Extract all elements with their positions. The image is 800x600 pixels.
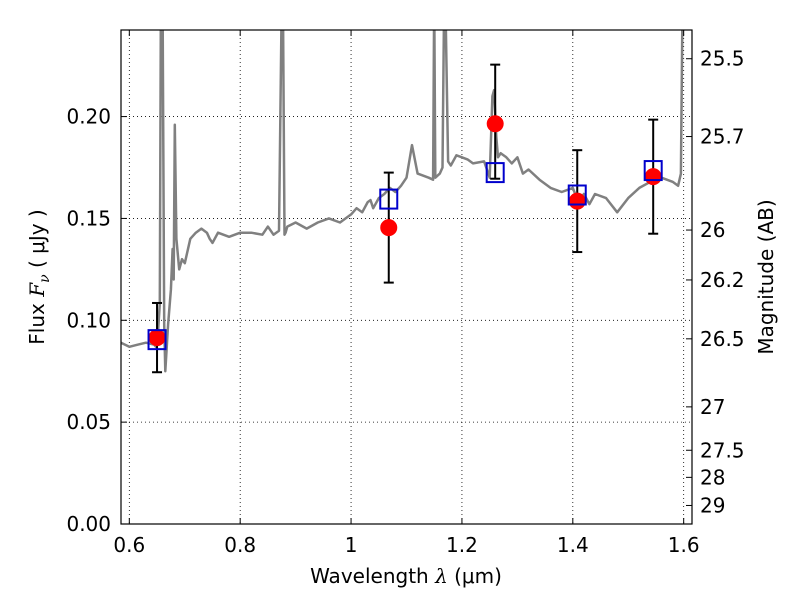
y2-tick-label: 27.5 [700, 438, 745, 462]
y-tick-label: 0.20 [66, 105, 111, 129]
y2-tick-label: 26.5 [700, 327, 745, 351]
plot-frame [120, 29, 693, 525]
model-square [379, 188, 399, 210]
x-tick-label: 0.6 [113, 533, 145, 557]
x-tick-label: 1.2 [446, 533, 478, 557]
y2-tick-label: 26 [700, 218, 725, 242]
model-square [567, 184, 587, 206]
y2-tick-label: 27 [700, 395, 725, 419]
data-point [486, 115, 504, 133]
y2-tick-label: 25.5 [700, 47, 745, 71]
tick-labels: 0.6 0.8 1 1.2 1.4 1.6 0.00 0.05 0.10 0.15 0.20 25.5… [66, 47, 744, 557]
data-point [380, 219, 398, 237]
model-square [643, 160, 663, 182]
y2-tick-label: 28 [700, 465, 725, 489]
x-tick-label: 1.6 [668, 533, 700, 557]
model-square [147, 329, 167, 351]
data-point [644, 168, 662, 186]
y2-tick-label: 29 [700, 493, 725, 517]
ticks [121, 30, 692, 525]
y2-tick-label: 25.7 [700, 125, 745, 149]
x-tick-label: 1.4 [557, 533, 589, 557]
data-point [568, 192, 586, 210]
x-axis-label: Wavelength λ (μm) [310, 564, 502, 588]
plot-background [121, 30, 692, 524]
data-point [148, 329, 166, 347]
y2-tick-label: 26.2 [700, 268, 745, 292]
x-tick-label: 1 [345, 533, 358, 557]
model-square [485, 162, 505, 184]
y-axis-label: Flux Fν ( μJy ) [25, 209, 53, 344]
y-tick-label: 0.15 [66, 206, 111, 230]
y-tick-label: 0.00 [66, 512, 111, 536]
y-tick-label: 0.10 [66, 308, 111, 332]
spectrum-line [121, 30, 684, 373]
spectrum-layer [121, 30, 684, 373]
y2-axis-label: Magnitude (AB) [754, 199, 778, 354]
y-tick-label: 0.05 [66, 410, 111, 434]
points-layer [147, 63, 663, 374]
x-tick-label: 0.8 [224, 533, 256, 557]
